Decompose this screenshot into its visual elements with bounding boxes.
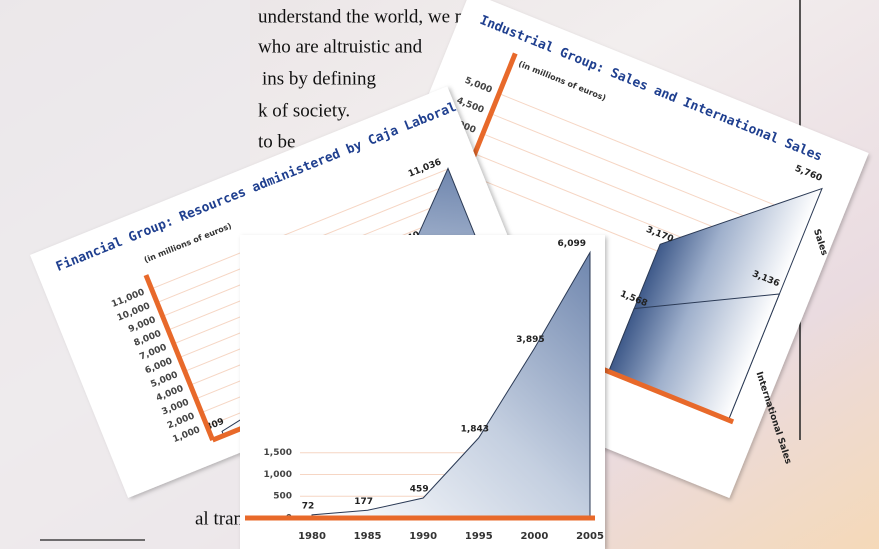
chart: 05001,0001,500721774591,8433,8956,099198… (240, 235, 605, 549)
charts: Industrial Group: Sales and Internationa… (30, 0, 869, 549)
y-axis (143, 274, 215, 441)
article-line: who are altruistic and (258, 36, 423, 57)
x-tick-label: 2005 (576, 531, 604, 542)
x-tick-label: 1990 (409, 531, 437, 542)
grid-line (498, 93, 810, 220)
article-line: to be (258, 131, 295, 152)
x-tick-label: 1985 (354, 531, 382, 542)
value-label: 3,895 (516, 335, 544, 345)
x-tick-label: 1995 (465, 531, 493, 542)
y-tick-label: 500 (273, 492, 292, 502)
y-tick-label: 1,500 (264, 448, 292, 458)
article-line: understand the world, we must (258, 6, 492, 27)
y-tick-label: 1,000 (264, 470, 292, 480)
value-label: 459 (410, 485, 429, 495)
value-label: 177 (354, 497, 373, 507)
value-label: 72 (302, 501, 315, 511)
area (311, 250, 591, 519)
x-tick-label: 2000 (520, 531, 548, 542)
grid-line (151, 168, 449, 290)
x-tick-label: 1980 (298, 531, 326, 542)
article-line: ins by defining (262, 68, 376, 89)
value-label: 6,099 (558, 239, 586, 249)
article-line: k of society. (258, 100, 350, 121)
value-label: 1,843 (461, 424, 489, 434)
